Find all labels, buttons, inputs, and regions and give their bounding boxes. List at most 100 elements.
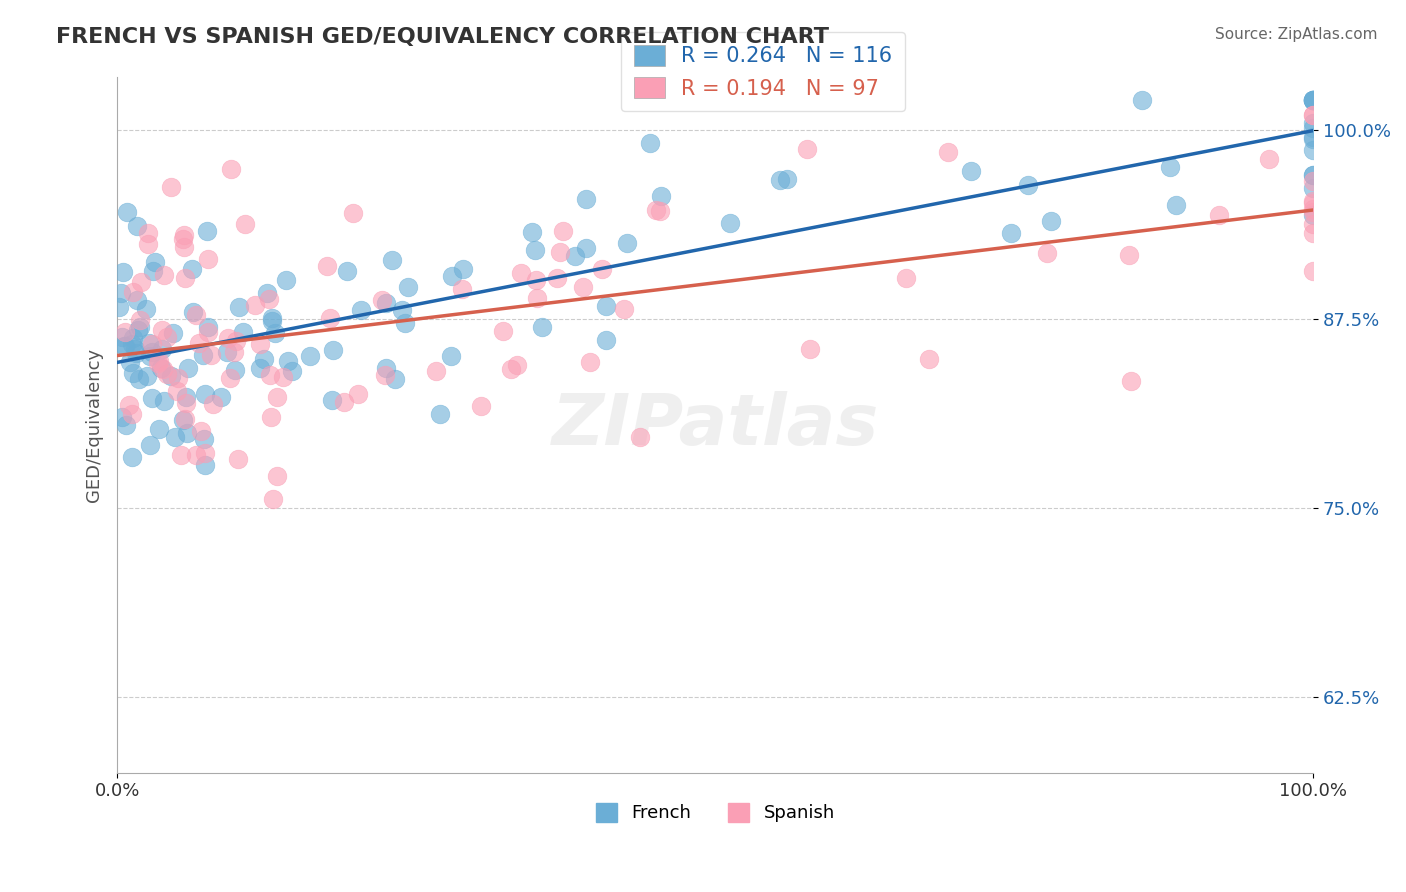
Point: [271, 369, 294, 384]
Point: [342, 206, 364, 220]
Point: [1302, 226, 1324, 240]
Point: [1257, 153, 1279, 167]
Point: [193, 432, 215, 446]
Point: [152, 361, 174, 376]
Point: [187, 335, 209, 350]
Point: [492, 324, 515, 338]
Point: [217, 331, 239, 345]
Point: [191, 348, 214, 362]
Point: [111, 330, 134, 344]
Point: [176, 426, 198, 441]
Point: [1036, 246, 1059, 260]
Point: [546, 271, 568, 285]
Point: [510, 266, 533, 280]
Point: [332, 395, 354, 409]
Point: [141, 337, 163, 351]
Point: [128, 372, 150, 386]
Point: [118, 399, 141, 413]
Point: [160, 180, 183, 194]
Point: [193, 458, 215, 473]
Point: [129, 320, 152, 334]
Point: [1302, 129, 1324, 144]
Point: [153, 268, 176, 282]
Text: Source: ZipAtlas.com: Source: ZipAtlas.com: [1215, 27, 1378, 42]
Point: [139, 349, 162, 363]
Point: [650, 204, 672, 219]
Point: [118, 355, 141, 369]
Point: [121, 285, 143, 300]
Point: [194, 446, 217, 460]
Point: [1302, 93, 1324, 107]
Point: [125, 293, 148, 308]
Point: [259, 368, 281, 382]
Point: [616, 235, 638, 250]
Point: [148, 422, 170, 436]
Point: [628, 429, 651, 443]
Point: [266, 469, 288, 483]
Point: [136, 226, 159, 240]
Point: [578, 355, 600, 369]
Point: [260, 409, 283, 424]
Point: [122, 331, 145, 345]
Point: [350, 302, 373, 317]
Point: [194, 387, 217, 401]
Point: [143, 254, 166, 268]
Point: [524, 244, 547, 258]
Point: [384, 372, 406, 386]
Point: [141, 345, 163, 359]
Point: [190, 425, 212, 439]
Point: [173, 240, 195, 254]
Point: [124, 342, 146, 356]
Point: [148, 354, 170, 368]
Point: [135, 302, 157, 317]
Point: [644, 202, 666, 217]
Point: [197, 252, 219, 266]
Point: [1302, 93, 1324, 107]
Point: [650, 188, 672, 202]
Point: [172, 413, 194, 427]
Point: [129, 313, 152, 327]
Point: [125, 346, 148, 360]
Point: [960, 164, 983, 178]
Point: [524, 272, 547, 286]
Point: [114, 325, 136, 339]
Point: [165, 430, 187, 444]
Point: [162, 326, 184, 341]
Point: [174, 412, 197, 426]
Point: [1302, 108, 1324, 122]
Text: FRENCH VS SPANISH GED/EQUIVALENCY CORRELATION CHART: FRENCH VS SPANISH GED/EQUIVALENCY CORREL…: [56, 27, 830, 46]
Point: [575, 192, 598, 206]
Point: [262, 313, 284, 327]
Point: [894, 271, 917, 285]
Point: [114, 338, 136, 352]
Point: [197, 319, 219, 334]
Point: [166, 384, 188, 399]
Point: [572, 280, 595, 294]
Point: [173, 228, 195, 243]
Point: [381, 253, 404, 268]
Point: [613, 302, 636, 317]
Point: [281, 364, 304, 378]
Point: [1302, 115, 1324, 129]
Point: [799, 343, 821, 357]
Point: [1302, 93, 1324, 107]
Point: [173, 270, 195, 285]
Point: [1302, 208, 1324, 222]
Point: [1118, 248, 1140, 262]
Point: [110, 410, 132, 425]
Point: [184, 448, 207, 462]
Point: [776, 172, 799, 186]
Point: [429, 407, 451, 421]
Point: [146, 356, 169, 370]
Point: [139, 437, 162, 451]
Point: [551, 224, 574, 238]
Point: [451, 282, 474, 296]
Point: [170, 448, 193, 462]
Point: [181, 261, 204, 276]
Point: [121, 407, 143, 421]
Point: [336, 264, 359, 278]
Point: [202, 397, 225, 411]
Point: [638, 136, 661, 151]
Point: [374, 361, 396, 376]
Point: [1302, 194, 1324, 208]
